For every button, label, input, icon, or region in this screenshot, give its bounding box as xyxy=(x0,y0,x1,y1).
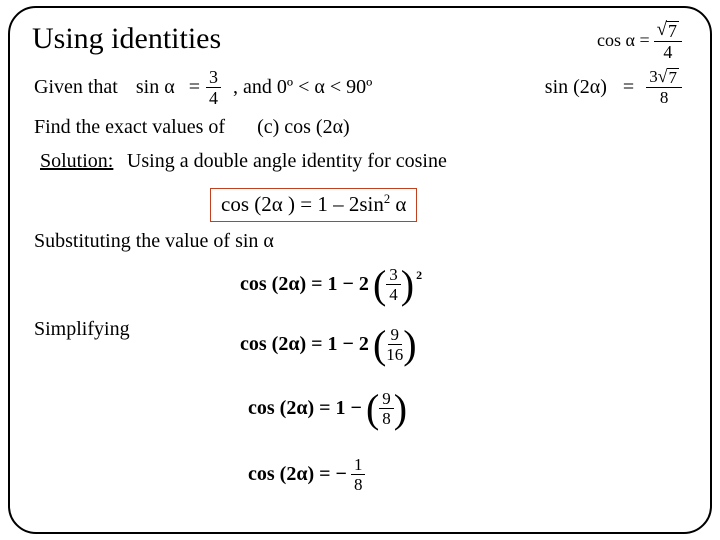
equation-4: cos (2α) = − 1 8 xyxy=(248,456,365,493)
sin2a-label: sin (2α) xyxy=(545,76,607,99)
identity-box: cos (2α ) = 1 – 2sin2 α xyxy=(210,188,417,222)
given-label: Given that xyxy=(34,76,118,99)
equals-sign: = xyxy=(189,76,200,99)
slide-title: Using identities xyxy=(32,22,688,56)
solution-label: Solution: xyxy=(40,150,113,172)
range-text: , and 0º < α < 90º xyxy=(233,76,372,99)
eq1-lhs: cos (2α) = 1 − 2 xyxy=(240,273,369,296)
eq4-lhs: cos (2α) = − xyxy=(248,463,347,486)
cos-alpha-lhs: cos α = xyxy=(597,30,650,51)
frac-3-4: 3 4 xyxy=(206,68,221,107)
eq1-exp: 2 xyxy=(416,268,422,283)
solution-text: Using a double angle identity for cosine xyxy=(127,150,447,172)
identity-lhs: cos (2α ) = 1 – 2sin xyxy=(221,192,384,216)
solution-row: Solution: Using a double angle identity … xyxy=(40,150,688,173)
eq2-lhs: cos (2α) = 1 − 2 xyxy=(240,333,369,356)
sin2a-result: sin (2α) = 3√7 8 xyxy=(545,68,682,106)
find-part: (c) cos (2α) xyxy=(257,116,350,139)
sin-alpha: sin α xyxy=(136,76,175,99)
identity-rhs: α xyxy=(390,192,406,216)
equation-1: cos (2α) = 1 − 2 ( 3 4 ) 2 xyxy=(240,266,422,303)
slide-frame: Using identities cos α = √7 4 Given that… xyxy=(8,6,712,534)
equation-2: cos (2α) = 1 − 2 ( 9 16 ) xyxy=(240,326,417,363)
find-label: Find the exact values of xyxy=(34,116,225,139)
equation-3: cos (2α) = 1 − ( 9 8 ) xyxy=(248,390,407,427)
simplifying-label: Simplifying xyxy=(34,318,130,341)
find-row: Find the exact values of (c) cos (2α) xyxy=(34,116,350,139)
subst-label: Substituting the value of sin α xyxy=(34,230,274,253)
cos-alpha-value: cos α = √7 4 xyxy=(597,20,682,61)
eq3-lhs: cos (2α) = 1 − xyxy=(248,397,362,420)
